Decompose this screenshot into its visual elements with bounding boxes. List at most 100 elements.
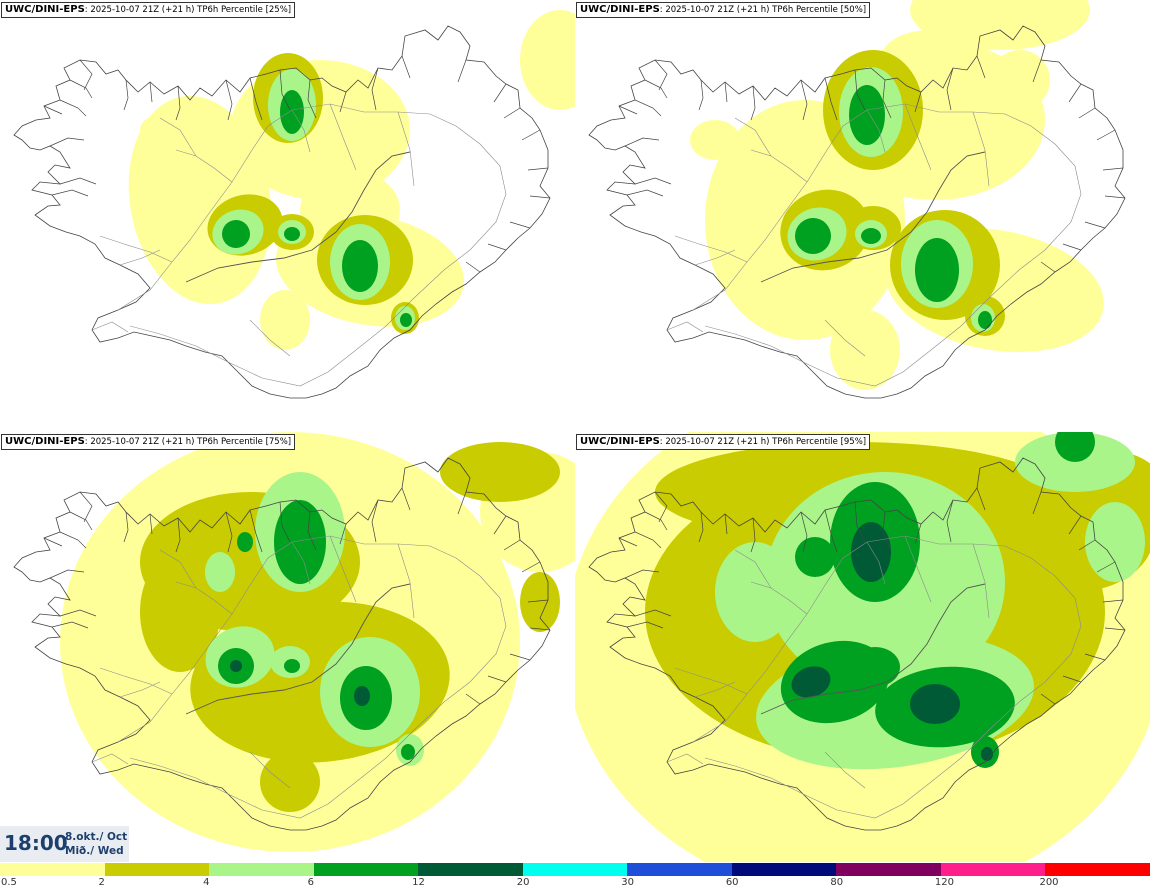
- road-line: [734, 117, 772, 157]
- fjord-line: [626, 621, 664, 629]
- fjord-line: [339, 91, 347, 113]
- route-line: [760, 151, 986, 283]
- fjord-line: [225, 511, 233, 553]
- model-name: UWC/DINI-EPS: [5, 436, 85, 447]
- road-line: [674, 667, 748, 695]
- run-info: : 2025-10-07 21Z (+21 h) TP6h Percentile…: [84, 5, 292, 15]
- fjord-line: [976, 487, 986, 511]
- fjord-line: [724, 81, 728, 103]
- road-line: [249, 319, 291, 357]
- precipitation-map: [575, 432, 1150, 863]
- precip-contour: [260, 290, 310, 350]
- precip-contour: [1085, 502, 1145, 582]
- fjord-line: [1104, 195, 1126, 199]
- precip-contour: [849, 85, 885, 145]
- legend-swatch: [209, 863, 315, 876]
- fjord-line: [1096, 561, 1116, 573]
- fjord-line: [824, 77, 838, 121]
- route-line: [185, 151, 411, 283]
- fjord-line: [1078, 107, 1096, 119]
- legend-tick-label: 80: [830, 877, 844, 888]
- precip-contour: [795, 537, 835, 577]
- fjord-line: [51, 621, 89, 629]
- fjord-line: [800, 511, 808, 553]
- legend-swatch: [313, 863, 419, 876]
- precip-contour: [342, 240, 378, 292]
- fjord-line: [529, 627, 551, 631]
- precip-contour: [237, 532, 253, 552]
- precip-contour: [205, 552, 235, 592]
- precip-contour: [981, 747, 993, 761]
- fjord-line: [43, 537, 63, 547]
- precip-contour: [140, 552, 220, 672]
- fjord-line: [882, 79, 892, 119]
- precip-contour: [861, 228, 881, 244]
- valid-time-box: 18:00 8.okt./ Oct Mið./ Wed: [0, 826, 129, 862]
- fjord-line: [854, 501, 866, 543]
- fjord-line: [249, 509, 263, 553]
- precip-contour: [274, 500, 326, 584]
- fjord-line: [854, 69, 866, 111]
- road-line: [119, 681, 161, 698]
- fjord-line: [698, 79, 704, 111]
- fjord-line: [149, 513, 153, 535]
- precip-contour: [280, 90, 304, 134]
- legend-tick-label: 20: [516, 877, 530, 888]
- legend-swatch: [0, 863, 105, 876]
- fjord-line: [618, 105, 638, 115]
- fjord-line: [698, 511, 704, 543]
- map-panel-p95: UWC/DINI-EPS: 2025-10-07 21Z (+21 h) TP6…: [575, 432, 1150, 863]
- fjord-line: [654, 491, 668, 523]
- precipitation-map: [13, 10, 575, 399]
- precip-contour: [400, 313, 412, 327]
- color-legend: 0.5 2 4 6 12 20 30 60 80 120 200: [0, 862, 1150, 891]
- fjord-line: [946, 499, 954, 543]
- road-line: [694, 249, 736, 266]
- fjord-line: [307, 511, 317, 551]
- fjord-line: [493, 83, 507, 103]
- legend-swatch: [836, 863, 942, 876]
- precip-contour: [915, 238, 959, 302]
- run-info: : 2025-10-07 21Z (+21 h) TP6h Percentile…: [659, 437, 867, 447]
- fjord-line: [618, 537, 638, 547]
- fjord-line: [521, 129, 541, 141]
- coastline: [13, 25, 551, 399]
- precip-contour: [990, 50, 1050, 110]
- legend-swatch: [418, 863, 524, 876]
- road-line: [904, 103, 932, 171]
- fjord-line: [824, 509, 838, 553]
- fjord-line: [800, 79, 808, 121]
- fjord-line: [49, 569, 85, 579]
- fjord-line: [626, 189, 664, 197]
- fjord-line: [1096, 129, 1116, 141]
- road-line: [175, 149, 233, 183]
- fjord-line: [509, 653, 531, 661]
- map-panel-p25: UWC/DINI-EPS: 2025-10-07 21Z (+21 h) TP6…: [0, 0, 575, 431]
- legend-swatch: [940, 863, 1046, 876]
- fjord-line: [1078, 539, 1096, 551]
- fjord-line: [1084, 653, 1106, 661]
- fjord-line: [503, 539, 521, 551]
- panel-header: UWC/DINI-EPS: 2025-10-07 21Z (+21 h) TP6…: [1, 2, 296, 18]
- fjord-line: [1062, 675, 1082, 683]
- legend-tick-label: 120: [934, 877, 954, 888]
- legend-tick-label: 2: [98, 877, 105, 888]
- road-line: [291, 541, 311, 585]
- fjord-line: [1084, 221, 1106, 229]
- fjord-line: [149, 81, 153, 103]
- precipitation-map: [588, 0, 1126, 399]
- fjord-line: [225, 79, 233, 121]
- road-line: [159, 549, 197, 589]
- road-line: [866, 541, 886, 585]
- road-line: [117, 535, 507, 819]
- fjord-line: [371, 499, 379, 543]
- road-line: [117, 103, 507, 387]
- fjord-line: [59, 99, 87, 117]
- run-info: : 2025-10-07 21Z (+21 h) TP6h Percentile…: [84, 437, 292, 447]
- road-line: [734, 549, 772, 589]
- road-line: [397, 543, 415, 619]
- fjord-line: [1068, 83, 1082, 103]
- legend-swatch: [522, 863, 628, 876]
- fjord-line: [1040, 693, 1056, 705]
- fjord-line: [724, 513, 728, 535]
